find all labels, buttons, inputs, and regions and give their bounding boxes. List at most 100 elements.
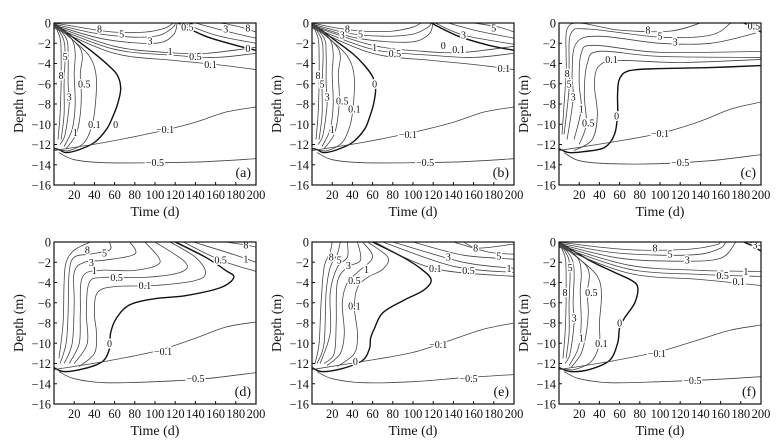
y-tick-label: −2 [296,37,309,51]
x-tick-label: 160 [464,407,483,421]
y-tick-label: −14 [289,158,309,172]
contour-line [412,242,514,260]
contour-lines [54,23,256,164]
contour-label: 0.1 [595,339,608,350]
x-tick-label: 80 [387,407,400,421]
contour-line [748,242,761,247]
y-tick-label: −16 [289,179,309,193]
y-tick-label: −14 [536,158,556,172]
contour-label: 8 [243,241,248,252]
x-tick-label: 60 [108,188,121,202]
contour-lines [559,23,761,165]
x-tick-label: 100 [146,188,165,202]
x-tick-label: 60 [366,407,379,421]
contour-label: 8 [97,25,102,36]
x-tick-label: 180 [484,188,503,202]
contour-line [573,59,761,151]
y-tick-label: −12 [31,138,51,152]
contour-line [326,242,374,366]
y-tick-label: −4 [38,276,52,290]
contour-line [312,106,514,151]
contour-label: 3 [685,256,690,267]
contour-label: 3 [223,25,228,36]
contour-label: 5 [668,250,673,261]
x-tick-label: 200 [505,188,524,202]
x-tick-label: 100 [146,407,165,421]
y-axis-title: Depth (m) [12,75,27,133]
contour-line [312,23,324,140]
contour-label: 8 [565,69,570,80]
contour-line [559,242,571,359]
y-tick-label: −4 [543,276,557,290]
contour-label: 0.1 [204,60,217,71]
y-tick-label: −8 [543,317,556,331]
x-tick-label: 40 [346,407,359,421]
contour-line [563,152,761,165]
contour-label: 3 [461,31,466,42]
contour-label: 1 [372,43,377,54]
contour-line [563,23,731,135]
contour-line [54,106,256,151]
x-tick-label: 140 [444,188,463,202]
contour-label: 5 [568,263,573,274]
contour-lines [559,242,761,384]
contour-line [177,23,256,51]
y-tick-label: −16 [536,179,556,193]
contour-label: 0 [617,319,622,330]
y-tick-label: −8 [296,98,309,112]
y-tick-label: −4 [296,57,310,71]
contour-lines [312,23,514,164]
contour-line [316,152,514,164]
contour-line [319,242,349,364]
contour-label: 8 [245,24,250,35]
contour-label: 3 [752,241,757,252]
y-axis-title: Depth (m) [517,75,532,133]
y-tick-label: 0 [303,236,309,250]
contour-label: 3 [572,313,577,324]
contour-line [54,23,76,147]
contour-line [312,27,514,70]
contour-label: 3 [446,253,451,264]
contour-line [748,23,761,28]
contour-label: 0 [614,112,619,123]
contour-line [54,27,256,70]
y-tick-label: −10 [31,337,51,351]
y-tick-label: −12 [289,138,309,152]
y-tick-label: −14 [289,377,309,391]
y-tick-label: 0 [45,17,51,31]
y-tick-label: −2 [38,37,51,51]
contour-line [473,23,514,33]
contour-line [73,242,188,364]
y-tick-label: −16 [289,398,309,412]
contour-label: 3 [346,261,351,272]
x-tick-label: 200 [752,407,771,421]
contour-line [79,242,206,367]
y-tick-label: −16 [31,179,51,193]
contour-line [312,322,514,370]
y-tick-label: −12 [536,138,556,152]
y-tick-label: −12 [31,357,51,371]
contour-line [337,242,389,367]
y-tick-label: −10 [536,337,556,351]
y-axis-title: Depth (m) [12,294,27,352]
y-tick-label: −12 [536,357,556,371]
contour-label: 0.5 [78,79,91,90]
contour-label: −0.5 [459,374,477,385]
x-tick-label: 200 [247,407,266,421]
contour-line [559,245,761,277]
contour-label: 8 [645,26,650,37]
contour-line [374,242,514,277]
contour-line [59,242,112,364]
x-axis-title: Time (d) [131,424,180,439]
contour-label: 0.5 [348,276,361,287]
contour-label: 0.5 [462,266,475,277]
y-tick-label: −2 [38,256,51,270]
contour-line [54,23,176,38]
contour-line [312,23,422,32]
contour-label: 0 [107,339,112,350]
x-tick-label: 160 [711,188,730,202]
contour-line [312,23,434,43]
contour-line [559,242,582,366]
